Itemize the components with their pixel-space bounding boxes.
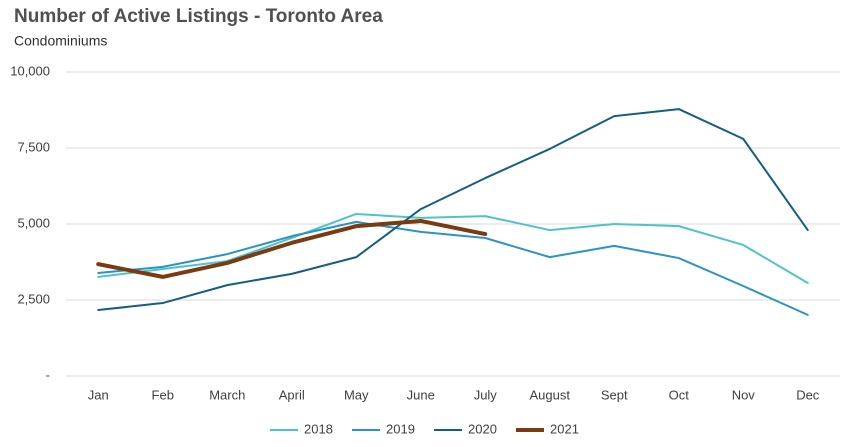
legend-label: 2020 (468, 421, 497, 436)
x-tick-label: Feb (152, 387, 174, 402)
series-line (97, 212, 809, 284)
x-tick-label: July (474, 387, 498, 402)
series-line (97, 220, 809, 316)
x-tick-label: April (279, 387, 305, 402)
x-tick-label: June (407, 387, 435, 402)
x-tick-label: August (530, 387, 571, 402)
legend-label: 2021 (550, 421, 579, 436)
y-tick-label: 2,500 (17, 291, 50, 306)
chart-subtitle: Condominiums (14, 33, 107, 49)
x-tick-label: March (209, 387, 245, 402)
chart-title: Number of Active Listings - Toronto Area (14, 6, 383, 27)
y-tick-label: 5,000 (17, 215, 50, 230)
y-tick-label: - (46, 367, 50, 382)
legend-label: 2019 (386, 421, 415, 436)
x-tick-label: Dec (796, 387, 820, 402)
x-tick-label: May (344, 387, 369, 402)
x-tick-label: Oct (669, 387, 690, 402)
y-tick-label: 7,500 (17, 139, 50, 154)
series-line (96, 218, 488, 279)
legend-label: 2018 (304, 421, 333, 436)
x-tick-label: Nov (732, 387, 756, 402)
series-line (97, 108, 809, 312)
y-tick-label: 10,000 (10, 63, 50, 78)
x-tick-label: Jan (88, 387, 109, 402)
x-tick-label: Sept (601, 387, 628, 402)
